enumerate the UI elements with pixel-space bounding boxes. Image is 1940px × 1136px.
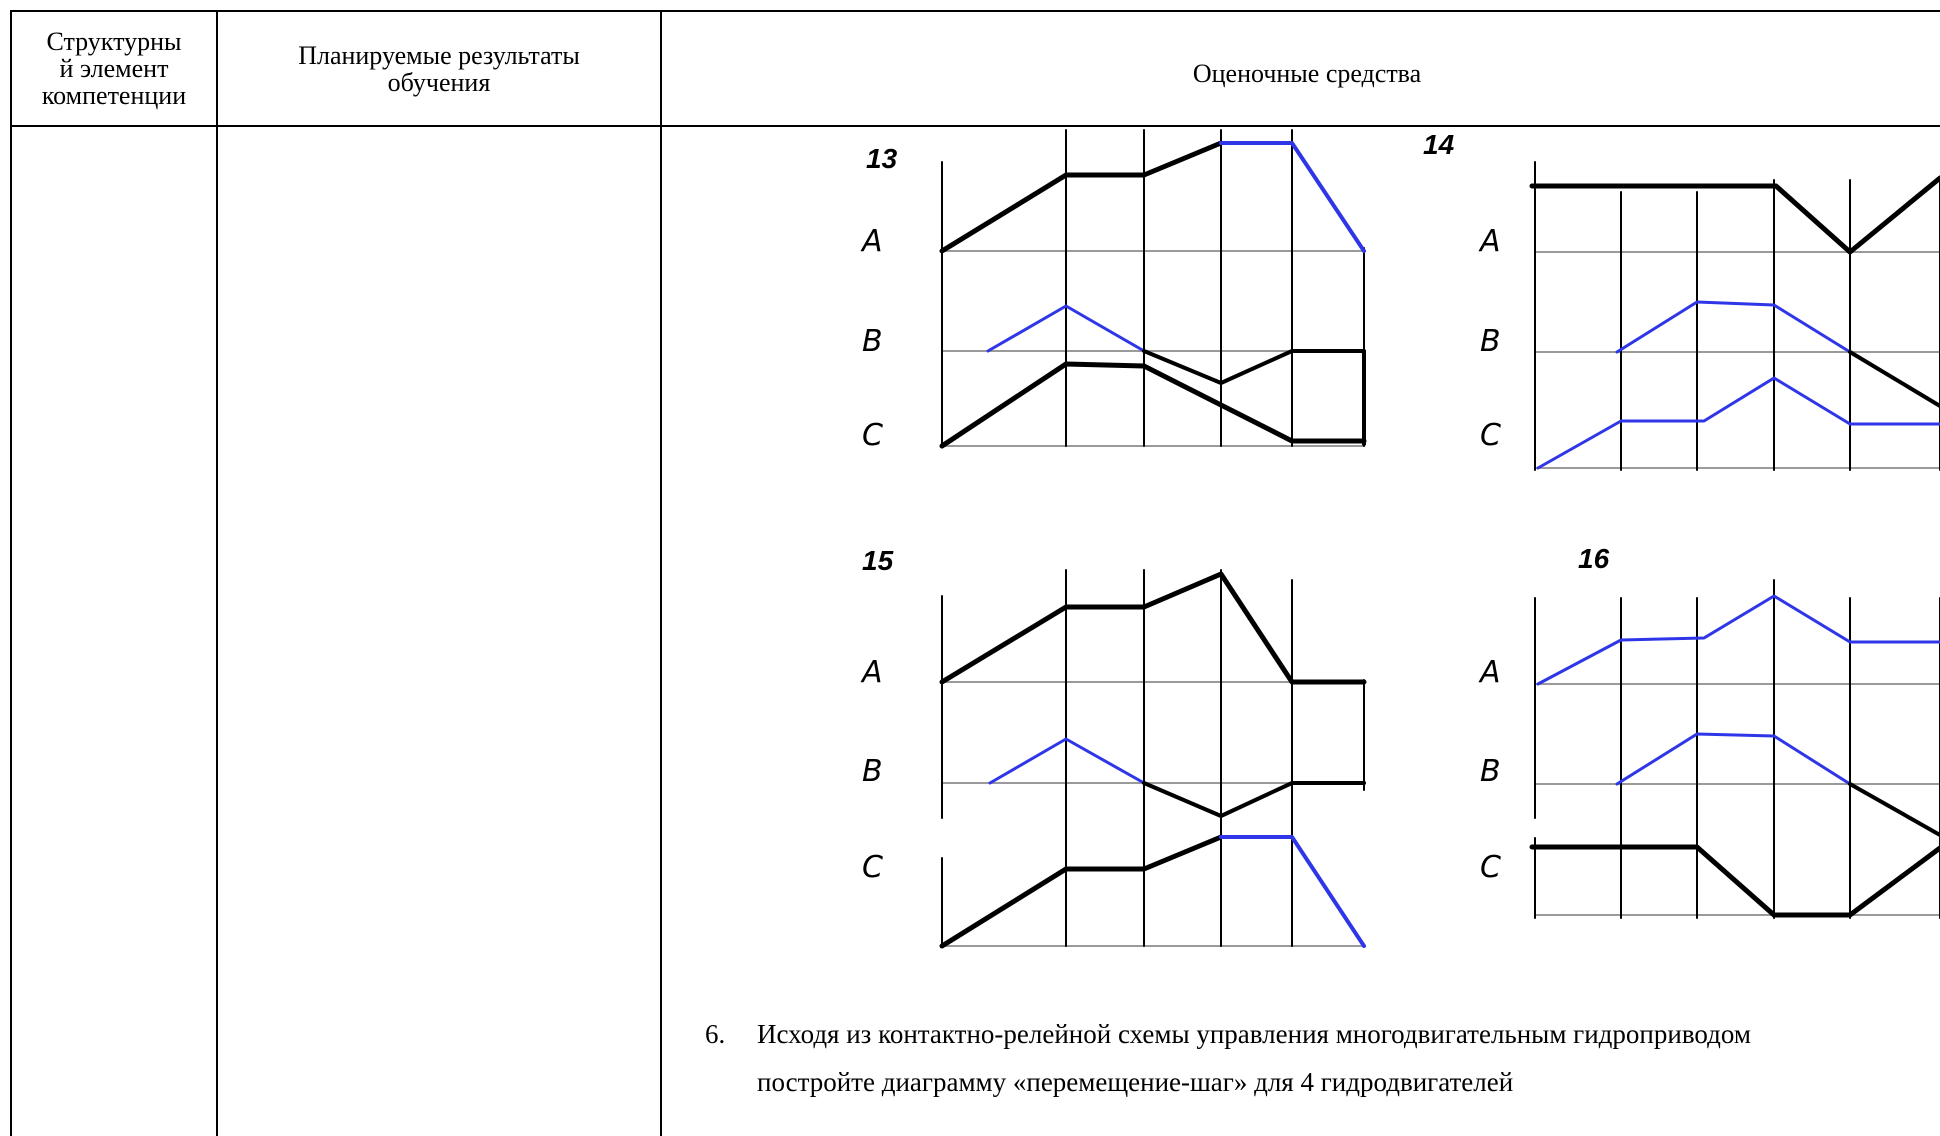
header-planned-results: Планируемые результаты обучения	[218, 12, 660, 125]
diagram-13-curve-c	[939, 361, 1367, 449]
diagram-14-number: 14	[1423, 129, 1455, 160]
task-line-1: Исходя из контактно-релейной схемы управ…	[757, 1019, 1751, 1049]
task-number: 6.	[705, 1019, 726, 1049]
diagram-14-curve-b-cont	[1848, 350, 1940, 408]
diagram-15-label-a: A	[860, 655, 883, 690]
diagram-14-curve-a	[1529, 175, 1940, 255]
diagram-14-label-b: B	[1480, 324, 1501, 359]
diagram-15-step-lines	[941, 569, 1365, 947]
task-line-2: постройте диаграмму «перемещение-шаг» дл…	[757, 1067, 1514, 1097]
diagram-15-curve-a	[939, 571, 1367, 685]
diagram-13: 13 A B C	[860, 129, 1367, 453]
diagram-15-curve-b-cont	[1142, 781, 1366, 818]
diagram-16-curve-a	[1536, 594, 1940, 686]
header-col2-line2: обучения	[387, 67, 491, 97]
diagram-13-label-c: C	[862, 418, 883, 453]
column-divider-2	[660, 10, 662, 1136]
task-6: 6. Исходя из контактно-релейной схемы упр…	[705, 1010, 1751, 1106]
diagram-16-curve-b	[1615, 732, 1852, 786]
table-top-border	[10, 10, 1940, 12]
diagram-15-curve-c	[939, 834, 1224, 949]
diagram-16-step-lines	[1534, 579, 1940, 919]
diagram-15-label-c: C	[862, 850, 883, 885]
diagram-14-label-c: C	[1480, 418, 1501, 453]
header-col1-line2: й элемент	[59, 54, 169, 83]
diagram-16: 16 A B C	[1478, 543, 1940, 919]
diagram-16-label-c: C	[1480, 850, 1501, 885]
diagram-15-curve-c-blue	[1219, 835, 1366, 948]
diagram-15-curve-b	[988, 737, 1146, 785]
diagram-13-curve-a	[939, 140, 1224, 254]
diagram-14-curve-b	[1615, 300, 1852, 354]
table-left-border	[10, 10, 12, 1136]
diagram-13-curve-a-blue	[1219, 141, 1366, 253]
diagram-16-number: 16	[1578, 543, 1610, 574]
diagram-13-baselines	[941, 250, 1365, 447]
diagram-13-curve-b-cont	[1142, 349, 1366, 446]
header-assessment-tools: Оценочные средства	[662, 12, 1940, 135]
header-col3-text: Оценочные средства	[1192, 59, 1422, 88]
diagram-13-label-a: A	[860, 224, 883, 259]
diagram-16-baselines	[1534, 683, 1940, 916]
diagram-16-curve-c	[1529, 844, 1940, 918]
diagram-14: 14 A B C	[1423, 129, 1940, 471]
table-header-divider	[10, 125, 1940, 127]
header-col1-line1: Структурны	[46, 27, 182, 56]
diagram-14-step-lines	[1534, 161, 1940, 471]
diagram-15-label-b: B	[862, 754, 883, 789]
diagram-14-label-a: A	[1478, 224, 1501, 259]
header-structural-element: Структурны й элемент компетенции	[12, 12, 216, 125]
header-col1-line3: компетенции	[41, 81, 187, 110]
diagram-13-label-b: B	[862, 324, 883, 359]
diagram-14-baselines	[1534, 251, 1940, 469]
diagram-13-curve-b	[986, 304, 1146, 353]
header-col2-line1: Планируемые результаты	[298, 40, 580, 70]
diagram-16-curve-b-cont	[1848, 782, 1940, 837]
column-divider-1	[216, 10, 218, 1136]
diagram-15-number: 15	[862, 545, 894, 576]
diagram-16-label-b: B	[1480, 754, 1501, 789]
diagram-15: 15 A B C	[860, 545, 1367, 949]
diagram-14-curve-c	[1536, 376, 1940, 470]
diagram-13-number: 13	[866, 143, 898, 174]
diagram-13-step-lines	[941, 129, 1365, 447]
diagram-16-label-a: A	[1478, 655, 1501, 690]
